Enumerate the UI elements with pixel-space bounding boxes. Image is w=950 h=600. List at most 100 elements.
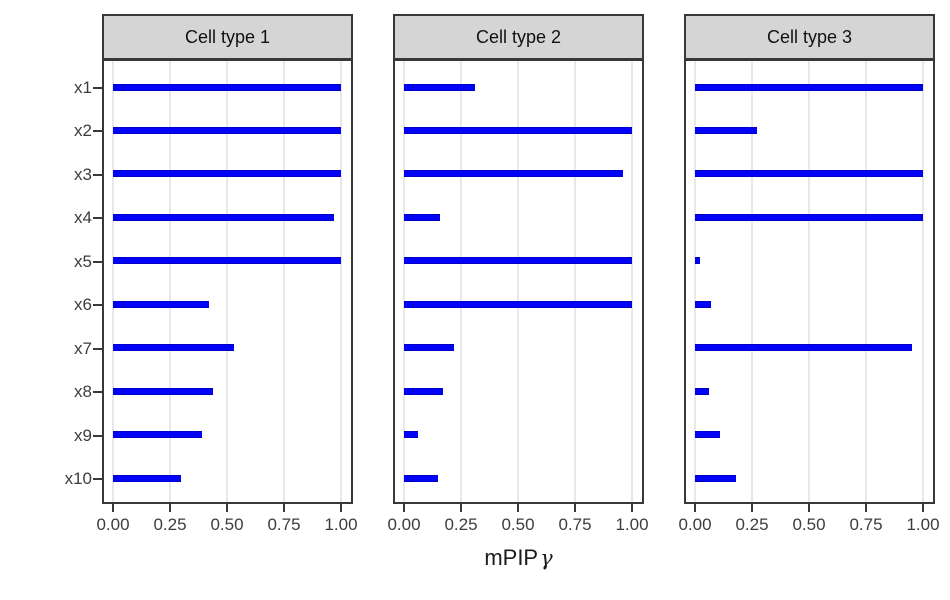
y-axis-tick <box>93 347 102 350</box>
x-axis-tick-label: 1.00 <box>615 515 649 534</box>
y-axis-label-x5: x5 <box>74 251 92 271</box>
x-axis-tick <box>751 504 753 512</box>
bar-x8 <box>695 387 709 395</box>
bar-x1 <box>113 83 341 91</box>
x-axis-tick-label: 0.25 <box>153 515 187 534</box>
bar-x7 <box>695 344 912 352</box>
x-axis-tick-label: 1.00 <box>906 515 940 534</box>
x-axis-tick <box>694 504 696 512</box>
gridline <box>865 61 867 502</box>
x-axis-tick <box>283 504 285 512</box>
gridline <box>631 61 633 502</box>
x-axis-tick <box>865 504 867 512</box>
y-axis-tick <box>93 130 102 133</box>
bar-x5 <box>404 257 632 265</box>
y-axis-label-x7: x7 <box>74 338 92 358</box>
x-axis-tick <box>517 504 519 512</box>
y-axis-tick <box>93 217 102 220</box>
y-axis-label-x10: x10 <box>64 469 92 488</box>
facet-strip-label: Cell type 3 <box>766 26 853 47</box>
gridline <box>283 61 285 502</box>
plot-panel <box>393 59 644 504</box>
bar-x5 <box>695 257 700 265</box>
x-axis-tick-label: 0.75 <box>849 515 883 534</box>
gridline <box>460 61 462 502</box>
x-axis-tick-label: 0.50 <box>501 515 535 534</box>
x-axis-tick <box>922 504 924 512</box>
bar-x4 <box>695 213 923 221</box>
x-axis-tick-label: 0.50 <box>210 515 244 534</box>
bar-x4 <box>404 213 441 221</box>
bar-x5 <box>113 257 341 265</box>
gamma-symbol: γ <box>540 546 553 570</box>
x-axis-tick-label: 0.75 <box>558 515 592 534</box>
y-axis-label-x3: x3 <box>74 164 92 184</box>
gridline <box>808 61 810 502</box>
bar-x10 <box>113 474 182 482</box>
y-axis-tick <box>93 434 102 437</box>
bar-x1 <box>695 83 923 91</box>
facet-strip: Cell type 3 <box>684 14 935 60</box>
gridline <box>169 61 171 502</box>
x-axis-tick <box>574 504 576 512</box>
y-axis-tick <box>93 304 102 307</box>
bar-x1 <box>404 83 475 91</box>
gridline <box>751 61 753 502</box>
x-axis-tick <box>226 504 228 512</box>
y-axis-tick <box>93 260 102 263</box>
bar-x9 <box>404 431 418 439</box>
x-axis-tick <box>460 504 462 512</box>
bar-x3 <box>113 170 341 178</box>
x-axis-title: mPIPγ <box>102 545 935 571</box>
x-axis-tick-label: 0.75 <box>267 515 301 534</box>
gridline <box>403 61 405 502</box>
y-axis-label-x6: x6 <box>74 295 92 315</box>
bar-x10 <box>404 474 439 482</box>
bar-x2 <box>113 126 341 134</box>
bar-x9 <box>695 431 721 439</box>
y-axis-tick <box>93 478 102 480</box>
x-axis-tick <box>112 504 114 512</box>
facet-cell-type-1: Cell type 1 0.00 0.25 0.50 0.75 1.00 <box>96 14 358 554</box>
y-axis-label-x9: x9 <box>74 425 92 445</box>
y-axis-tick <box>93 173 102 176</box>
facet-cell-type-3: Cell type 3 0.00 0.25 0.50 0.75 1.00 <box>678 14 940 554</box>
facet-strip-label: Cell type 2 <box>475 26 562 47</box>
y-axis-label-x8: x8 <box>74 382 92 402</box>
gridline <box>922 61 924 502</box>
facet-strip: Cell type 1 <box>102 14 353 60</box>
x-axis-tick-label: 0.25 <box>444 515 478 534</box>
y-axis-label-x1: x1 <box>74 78 92 97</box>
y-axis-label-x4: x4 <box>74 208 92 228</box>
bar-x7 <box>404 344 455 352</box>
bar-x8 <box>404 387 443 395</box>
x-axis-tick <box>340 504 342 512</box>
bar-x3 <box>404 170 623 178</box>
x-axis-tick <box>631 504 633 512</box>
plot-panel <box>684 59 935 504</box>
y-axis-tick <box>93 87 102 89</box>
gridline <box>694 61 696 502</box>
x-axis-tick-label: 0.50 <box>792 515 826 534</box>
x-axis-tick-label: 0.00 <box>387 515 421 534</box>
bar-x10 <box>695 474 737 482</box>
x-axis-tick <box>808 504 810 512</box>
bar-x6 <box>695 300 711 308</box>
x-axis-tick-label: 0.00 <box>96 515 130 534</box>
x-axis-tick <box>169 504 171 512</box>
bar-x7 <box>113 344 234 352</box>
gridline <box>340 61 342 502</box>
bar-x6 <box>113 300 209 308</box>
facet-strip: Cell type 2 <box>393 14 644 60</box>
plot-panel <box>102 59 353 504</box>
bar-x6 <box>404 300 632 308</box>
facet-cell-type-2: Cell type 2 0.00 0.25 0.50 0.75 1.00 <box>387 14 649 554</box>
gridline <box>226 61 228 502</box>
bar-x4 <box>113 213 335 221</box>
y-axis-label-x2: x2 <box>74 121 92 141</box>
bar-x2 <box>404 126 632 134</box>
x-axis-title-text: mPIP <box>484 545 539 570</box>
gridline <box>517 61 519 502</box>
bar-x9 <box>113 431 202 439</box>
